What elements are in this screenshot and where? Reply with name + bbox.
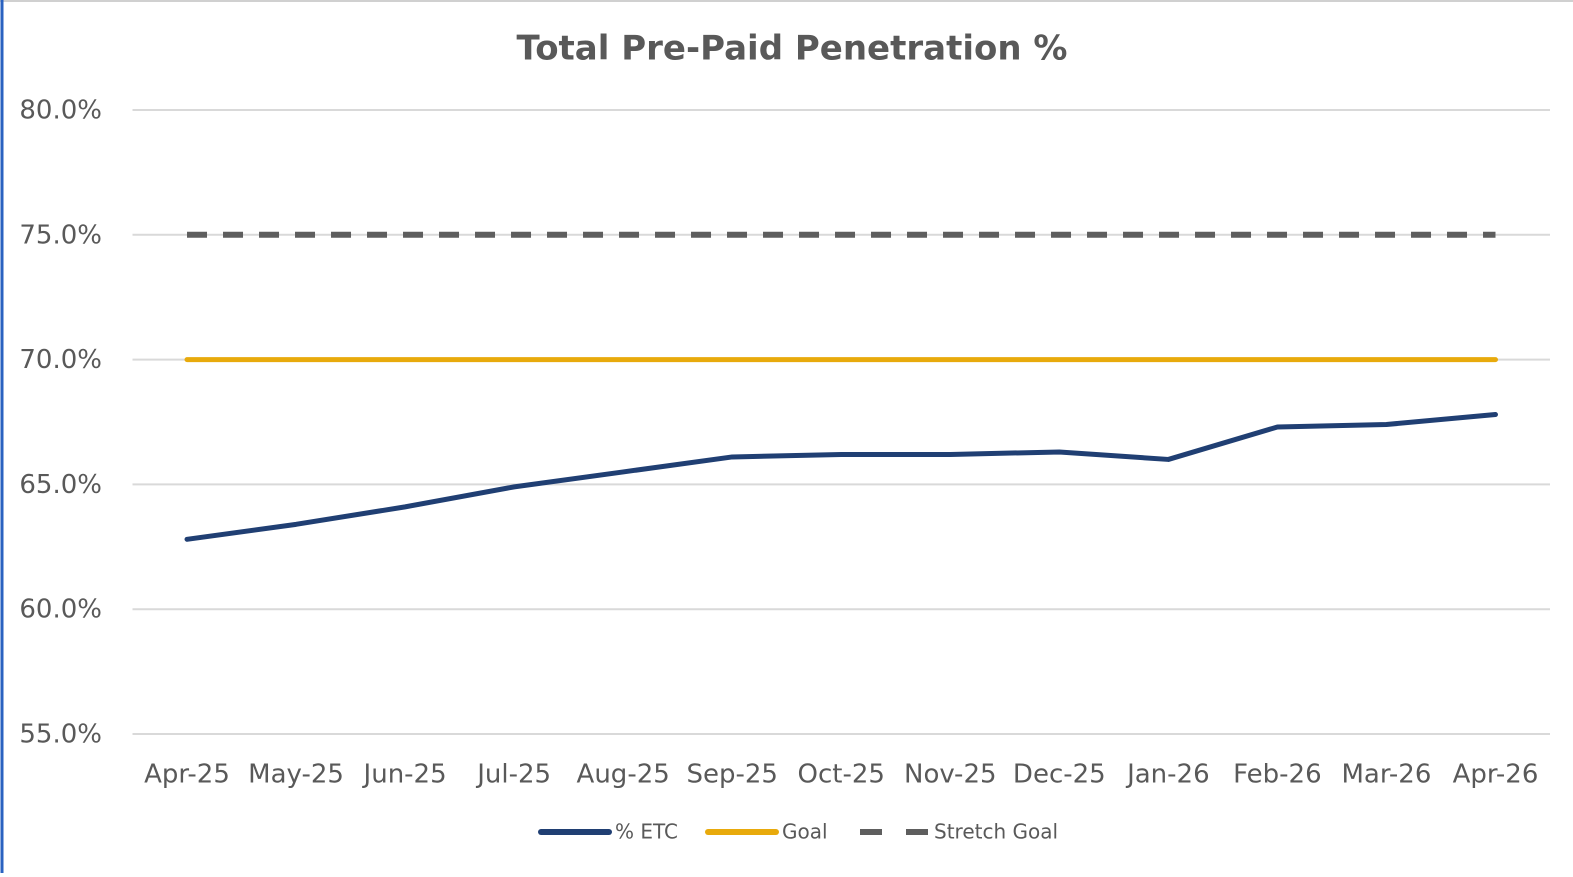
x-tick-label: Jul-25 — [475, 760, 551, 790]
legend-label: Goal — [782, 820, 828, 844]
x-tick-label: Aug-25 — [577, 760, 670, 790]
y-tick-label: 75.0% — [19, 220, 102, 250]
x-tick-label: Dec-25 — [1013, 760, 1106, 790]
legend-label: % ETC — [615, 820, 678, 844]
x-tick-label: Nov-25 — [904, 760, 997, 790]
y-tick-label: 80.0% — [19, 96, 102, 126]
x-tick-label: Apr-26 — [1453, 760, 1539, 790]
chart-title: Total Pre-Paid Penetration % — [517, 29, 1068, 69]
x-tick-label: Jun-25 — [362, 760, 447, 790]
y-tick-label: 70.0% — [19, 345, 102, 375]
y-tick-label: 55.0% — [19, 720, 102, 750]
x-tick-label: Sep-25 — [686, 760, 777, 790]
x-tick-label: Oct-25 — [798, 760, 885, 790]
x-tick-label: Jan-26 — [1125, 760, 1210, 790]
x-tick-label: May-25 — [248, 760, 344, 790]
x-tick-label: Feb-26 — [1233, 760, 1322, 790]
y-tick-label: 65.0% — [19, 470, 102, 500]
legend-label: Stretch Goal — [934, 820, 1058, 844]
series-line — [184, 412, 1498, 542]
x-tick-label: Mar-26 — [1342, 760, 1432, 790]
y-tick-label: 60.0% — [19, 595, 102, 625]
x-tick-label: Apr-25 — [144, 760, 230, 790]
